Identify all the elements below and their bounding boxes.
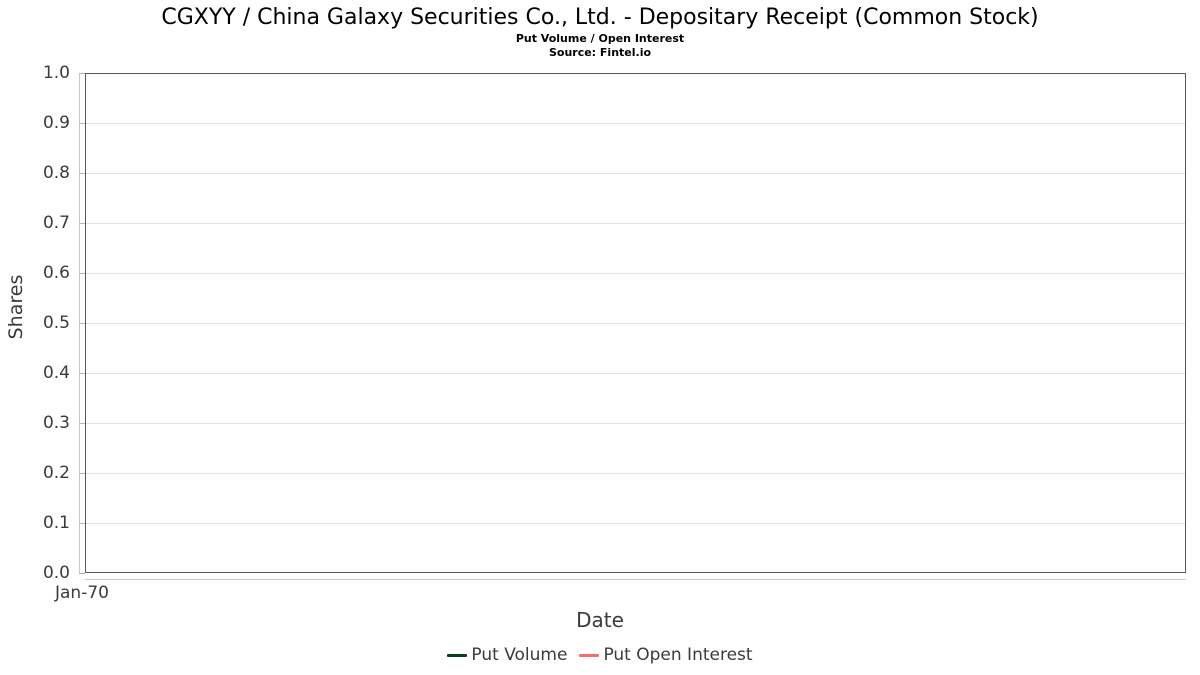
y-tick-label: 0.3 [42,413,70,433]
y-tick-mark [79,273,85,274]
y-tick-mark [79,573,85,574]
y-tick-mark [79,73,85,74]
gridline [86,223,1185,224]
legend-line-icon [579,653,600,657]
plot-area [85,73,1186,573]
x-axis-title: Date [576,608,624,632]
gridline [86,473,1185,474]
y-tick-label: 0.8 [42,163,70,183]
gridline [86,323,1185,324]
y-tick-mark [79,323,85,324]
legend-label: Put Open Interest [603,645,753,665]
chart-legend: Put Volume Put Open Interest [0,645,1200,665]
y-tick-mark [79,173,85,174]
gridline [86,423,1185,424]
chart-header: CGXYY / China Galaxy Securities Co., Ltd… [0,0,1200,60]
y-tick-label: 0.4 [42,363,70,383]
chart-source: Source: Fintel.io [548,46,652,59]
y-tick-label: 0.0 [42,563,70,583]
gridline [86,373,1185,374]
y-tick-mark [79,123,85,124]
legend-label: Put Volume [471,645,568,665]
y-tick-mark [79,423,85,424]
gridline [86,173,1185,174]
y-tick-mark [79,523,85,524]
y-tick-label: 0.1 [42,513,70,533]
y-tick-label: 0.5 [42,313,70,333]
chart-title: CGXYY / China Galaxy Securities Co., Ltd… [161,5,1039,30]
gridline [86,123,1185,124]
gridline [86,523,1185,524]
y-tick-label: 0.6 [42,263,70,283]
x-axis-spine [85,579,1186,580]
legend-item-put-open-interest[interactable]: Put Open Interest [579,645,753,665]
y-tick-label: 0.9 [42,113,70,133]
y-tick-mark [79,373,85,374]
chart-subtitle: Put Volume / Open Interest [515,32,685,45]
legend-item-put-volume[interactable]: Put Volume [447,645,567,665]
x-tick-label: Jan-70 [55,583,109,603]
y-tick-mark [79,473,85,474]
y-tick-label: 0.2 [42,463,70,483]
y-tick-mark [79,223,85,224]
y-axis-title: Shares [5,274,27,340]
y-tick-label: 0.7 [42,213,70,233]
gridline [86,273,1185,274]
y-tick-label: 1.0 [42,63,70,83]
legend-line-icon [447,653,468,657]
